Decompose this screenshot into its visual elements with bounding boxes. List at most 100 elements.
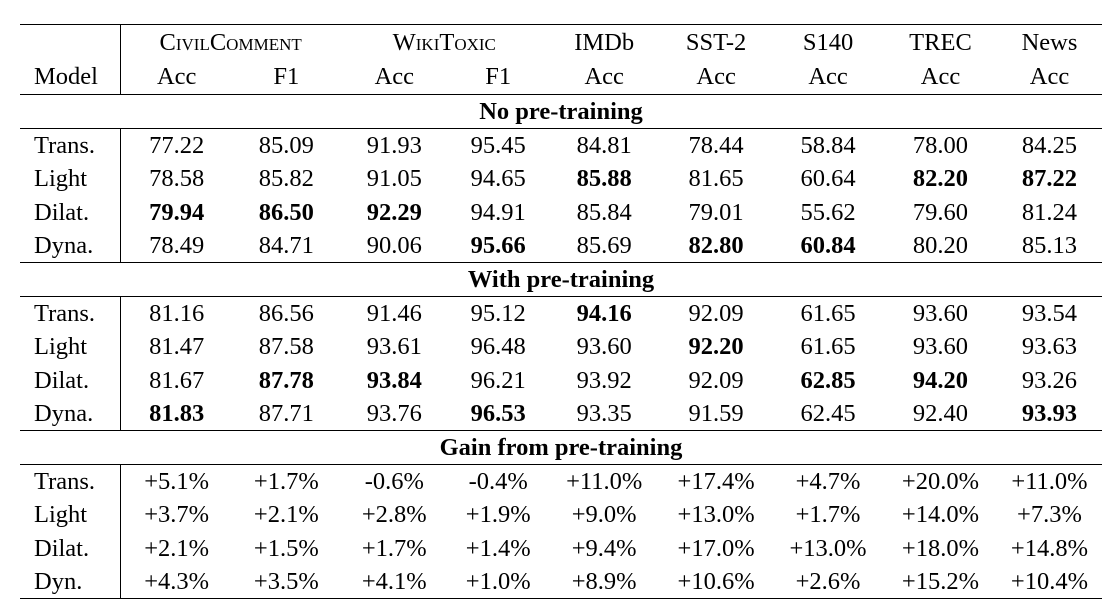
section-header-with-pre-training: With pre-training: [20, 262, 1102, 297]
value-cell: 93.35: [576, 399, 632, 427]
dataset-header-imdb: IMDb: [548, 24, 661, 61]
table-row: Dyna. 78.49 84.71 90.06 95.66 85.69 82.80 60.84…: [20, 228, 1102, 263]
table-row: Dilat. 81.67 87.78 93.84 96.21 93.92 92.09 62.8…: [20, 363, 1102, 397]
value-cell: +2.6%: [772, 564, 885, 600]
value-cell: 82.20: [884, 162, 997, 195]
value-cell: +10.4%: [996, 564, 1102, 600]
value-cell: 79.94: [120, 196, 232, 229]
value-cell: +11.0%: [996, 464, 1102, 499]
value-cell: 84.25: [996, 128, 1102, 163]
section-title: No pre-training: [20, 93, 1102, 129]
value-cell: +1.7%: [232, 464, 341, 499]
value-cell: 90.06: [366, 231, 422, 259]
table-row: Light 81.47 87.58 93.61 96.48 93.60 92.20 61.65…: [20, 330, 1102, 364]
value-cell: 77.22: [120, 128, 233, 163]
metric-header-acc: Acc: [696, 63, 736, 90]
value-cell: 93.26: [1021, 366, 1078, 394]
value-cell: +2.8%: [361, 501, 427, 529]
model-name-cell: Light: [20, 330, 121, 364]
value-cell: +13.0%: [789, 534, 867, 562]
metric-header-acc: Acc: [374, 63, 415, 90]
best-value: 93.93: [1021, 399, 1078, 427]
value-cell: +15.2%: [884, 564, 997, 600]
best-value: 92.29: [366, 198, 422, 226]
value-cell: -0.4%: [448, 464, 549, 499]
value-cell: 81.24: [1021, 198, 1078, 226]
value-cell: 95.45: [448, 128, 549, 163]
model-name-cell: Dilat.: [20, 363, 121, 397]
value-cell: +14.8%: [1010, 534, 1089, 562]
value-cell: -0.6%: [340, 464, 449, 499]
value-cell: +14.0%: [901, 501, 980, 529]
value-cell: 91.93: [340, 128, 449, 163]
value-cell: 91.05: [366, 165, 422, 193]
value-cell: 92.09: [660, 296, 773, 331]
value-cell: 93.93: [997, 397, 1102, 431]
metric-header-acc: Acc: [808, 63, 848, 90]
best-value: 82.80: [688, 231, 744, 259]
metric-header-acc: Acc: [584, 63, 624, 90]
value-cell: 85.84: [576, 198, 632, 226]
value-cell: 78.58: [149, 165, 205, 193]
dataset-header-civilcomment: CivilComment: [120, 24, 341, 61]
section-header-no-pre-training: No pre-training: [20, 93, 1102, 129]
metric-header-acc: Acc: [156, 63, 197, 90]
table-row: Light +3.7% +2.1% +2.8% +1.9% +9.0% +13.0% +1.7…: [20, 498, 1102, 532]
best-value: 93.84: [366, 366, 422, 394]
value-cell: 85.09: [232, 128, 341, 163]
table-row: Trans. 77.22 85.09 91.93 95.45 84.81 78.44 58.8…: [20, 128, 1102, 163]
value-cell: 86.56: [232, 296, 341, 331]
table-row: Dilat. 79.94 86.50 92.29 94.91 85.84 79.01 55.6…: [20, 195, 1102, 229]
value-cell: 93.54: [996, 296, 1102, 331]
table-body: No pre-training Trans. 77.22 85.09 91.93 95.4…: [20, 93, 1102, 600]
value-cell: 94.65: [470, 165, 526, 193]
table-row: Light 78.58 85.82 91.05 94.65 85.88 81.65 60.64…: [20, 162, 1102, 196]
value-cell: 96.48: [470, 333, 526, 361]
value-cell: 92.20: [660, 330, 772, 363]
value-cell: 78.00: [884, 128, 997, 163]
value-cell: 80.20: [912, 231, 969, 259]
best-value: 87.78: [258, 366, 314, 394]
metric-header-row: Model Acc F1 Acc F1 Acc Acc Acc Acc Acc: [20, 61, 1102, 95]
value-cell: 79.01: [688, 198, 744, 226]
value-cell: +2.1%: [144, 534, 210, 562]
dataset-header-sst-2: SST-2: [660, 24, 773, 61]
value-cell: +4.3%: [120, 564, 233, 600]
value-cell: +3.7%: [144, 501, 210, 529]
metric-header-acc: Acc: [1029, 63, 1070, 90]
value-cell: 81.67: [149, 366, 205, 394]
value-cell: 78.49: [149, 231, 205, 259]
value-cell: 58.84: [772, 128, 885, 163]
model-name-cell: Trans.: [20, 128, 121, 163]
value-cell: +1.7%: [361, 534, 427, 562]
value-cell: +17.4%: [660, 464, 773, 499]
value-cell: 84.71: [258, 231, 314, 259]
value-cell: 85.82: [258, 165, 314, 193]
value-cell: 85.69: [576, 231, 632, 259]
model-name-cell: Trans.: [20, 296, 121, 331]
value-cell: 91.46: [340, 296, 449, 331]
value-cell: 62.85: [772, 364, 884, 397]
value-cell: +10.6%: [660, 564, 773, 600]
value-cell: +1.4%: [465, 534, 531, 562]
value-cell: 87.78: [232, 364, 340, 397]
model-name-cell: Dilat.: [20, 195, 121, 229]
value-cell: 84.81: [548, 128, 661, 163]
table-row: Trans. +5.1% +1.7% -0.6% -0.4% +11.0% +17.4% +4…: [20, 464, 1102, 499]
value-cell: 95.12: [448, 296, 549, 331]
value-cell: +8.9%: [548, 564, 661, 600]
value-cell: 62.45: [800, 399, 856, 427]
value-cell: +4.7%: [772, 464, 885, 499]
best-value: 95.66: [470, 231, 526, 259]
value-cell: +17.0%: [677, 534, 755, 562]
table-row: Trans. 81.16 86.56 91.46 95.12 94.16 92.09 61.6…: [20, 296, 1102, 331]
value-cell: +5.1%: [120, 464, 233, 499]
value-cell: 93.60: [912, 333, 969, 361]
value-cell: 81.65: [688, 165, 744, 193]
value-cell: 60.84: [772, 229, 884, 263]
value-cell: 61.65: [800, 333, 856, 361]
value-cell: 93.76: [366, 399, 422, 427]
best-value: 94.16: [576, 300, 632, 328]
value-cell: 94.91: [470, 198, 526, 226]
value-cell: 86.50: [232, 196, 340, 229]
